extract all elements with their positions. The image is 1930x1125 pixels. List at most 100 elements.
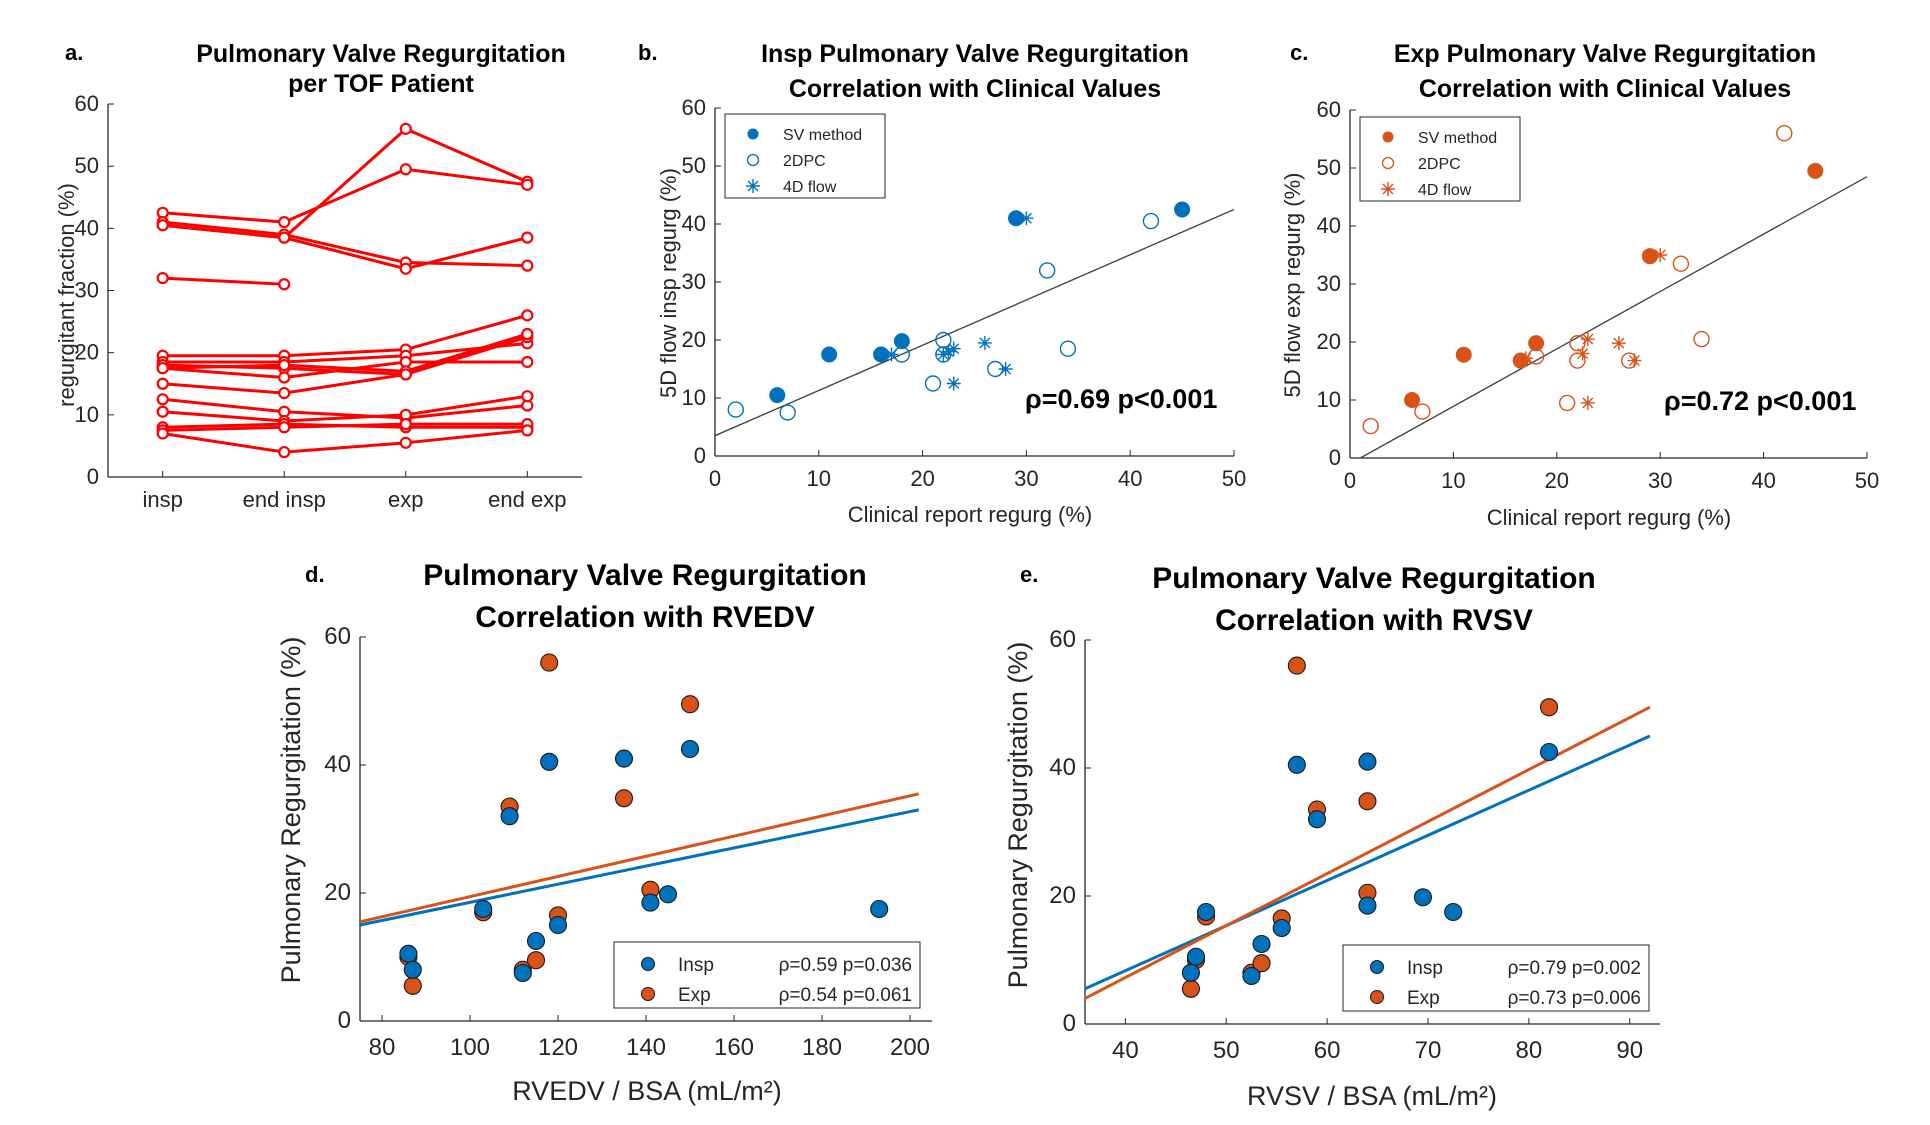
panel-b-x-tick-label: 50 (1222, 466, 1246, 491)
panel-b-title-line2: Correlation with Clinical Values (789, 75, 1161, 103)
data-point (399, 163, 412, 176)
legend-stat: ρ=0.79 p=0.002 (1508, 958, 1641, 979)
panel-b-y-tick-label: 60 (682, 95, 706, 120)
series-line (162, 341, 528, 364)
data-point-exp (1252, 954, 1271, 973)
data-point (156, 427, 169, 440)
data-point-2dpc (1558, 394, 1576, 412)
data-point-4d-flow (936, 347, 951, 362)
data-point (278, 386, 291, 400)
data-point-insp (1444, 902, 1463, 922)
panel-b-title-line1: Insp Pulmonary Valve Regurgitation (761, 40, 1189, 68)
data-point-2dpc (1527, 348, 1545, 365)
panel-b-y-tick-label: 40 (682, 211, 706, 236)
legend-label: 2DPC (1418, 156, 1461, 173)
panel-d-title-line1: Pulmonary Valve Regurgitation (423, 559, 866, 592)
data-point-insp (548, 915, 568, 935)
data-point-insp (1272, 918, 1291, 938)
data-point-4d-flow (1580, 332, 1595, 347)
panel-a-title-line1: Pulmonary Valve Regurgitation (196, 40, 566, 68)
panel-b-y-tick-label: 10 (682, 385, 706, 410)
data-point (156, 219, 169, 232)
panel-e-x-tick-label: 50 (1213, 1037, 1240, 1064)
legend-marker (1370, 960, 1384, 974)
data-point-insp (641, 893, 660, 912)
fit-line-exp (359, 792, 920, 924)
data-point-insp (1358, 752, 1377, 771)
data-point (278, 231, 291, 244)
panel-e-axes: 0 20 40 60 40 50 60 70 80 90 (1049, 626, 1660, 1064)
panel-letter-a: a. (65, 40, 83, 65)
panel-d-y-tick-label: 60 (324, 623, 351, 650)
data-point-insp (870, 899, 889, 919)
data-point-4d-flow (884, 347, 899, 362)
panel-b-xlabel: Clinical report regurg (%) (848, 502, 1093, 527)
data-point (278, 359, 291, 372)
panel-b-y-tick-label: 50 (682, 153, 706, 178)
data-point-2dpc (1362, 417, 1379, 435)
data-point-2dpc (1569, 334, 1586, 352)
data-point-sv (1455, 346, 1472, 363)
fit-line (1360, 176, 1868, 459)
series-line (162, 360, 528, 380)
legend-marker (1381, 182, 1395, 196)
legend-label: Exp (1407, 988, 1440, 1009)
data-point-exp (680, 695, 700, 714)
panel-c-x-tick-label: 30 (1648, 468, 1672, 493)
panel-d-y-tick-label: 40 (324, 751, 351, 778)
panel-c-x-tick-label: 10 (1441, 468, 1465, 493)
data-point (278, 278, 291, 291)
data-point-2dpc (727, 401, 744, 418)
data-point-2dpc (1142, 212, 1160, 230)
legend-label: Insp (1407, 958, 1443, 979)
data-point-insp (474, 899, 493, 919)
panel-a-ylabel: regurgitant fraction (%) (54, 183, 79, 407)
panel-c-y-tick-label: 10 (1317, 387, 1341, 412)
panel-b-ylabel: 5D flow insp regurg (%) (656, 168, 681, 398)
data-point (521, 424, 534, 437)
data-point-4d-flow (998, 362, 1013, 376)
data-point-2dpc (1414, 403, 1431, 420)
data-point-4d-flow (946, 341, 961, 356)
series-line (162, 313, 528, 358)
data-point-insp (680, 739, 700, 759)
panel-e-x-tick-label: 70 (1415, 1037, 1442, 1064)
panel-a-series (156, 122, 534, 459)
data-point (521, 231, 534, 244)
legend-marker (1381, 156, 1395, 170)
data-point-sv (1174, 201, 1191, 218)
panel-letter-c: c. (1290, 40, 1308, 65)
legend-label: SV method (1418, 130, 1497, 147)
panel-a-y-tick-label: 50 (75, 153, 99, 178)
data-point-2dpc (1038, 262, 1056, 279)
legend-marker (1370, 990, 1384, 1004)
panel-c-title-line2: Correlation with Clinical Values (1419, 75, 1791, 103)
data-point (521, 309, 534, 322)
panel-b-x-tick-label: 0 (709, 466, 721, 491)
data-point (521, 390, 534, 403)
data-point-sv (1807, 162, 1824, 179)
panel-e-marks (1084, 656, 1651, 1000)
data-point-insp (658, 885, 678, 904)
data-point (399, 418, 412, 431)
data-point-4d-flow (977, 335, 992, 350)
panel-d-x-tick-label: 140 (626, 1034, 666, 1061)
fit-line (714, 208, 1235, 437)
legend-label: 4D flow (783, 179, 837, 196)
data-point-2dpc (779, 404, 796, 421)
data-point-exp (403, 976, 422, 995)
panel-b-y-tick-label: 30 (682, 269, 706, 294)
legend-box (613, 941, 921, 1009)
data-point-insp (1186, 947, 1206, 966)
data-point-insp (1307, 810, 1327, 829)
panel-a-y-tick-label: 0 (87, 464, 99, 489)
panel-a-x-tick-label: insp (143, 487, 183, 512)
data-point (399, 262, 412, 275)
data-point-insp (540, 752, 559, 771)
panel-b-marks (714, 201, 1235, 437)
panel-c-y-tick-label: 50 (1317, 155, 1341, 180)
panel-e-ylabel: Pulmonary Regurgitation (%) (1003, 642, 1033, 989)
panel-c-y-tick-label: 30 (1317, 271, 1341, 296)
panel-c-y-tick-label: 20 (1317, 329, 1341, 354)
